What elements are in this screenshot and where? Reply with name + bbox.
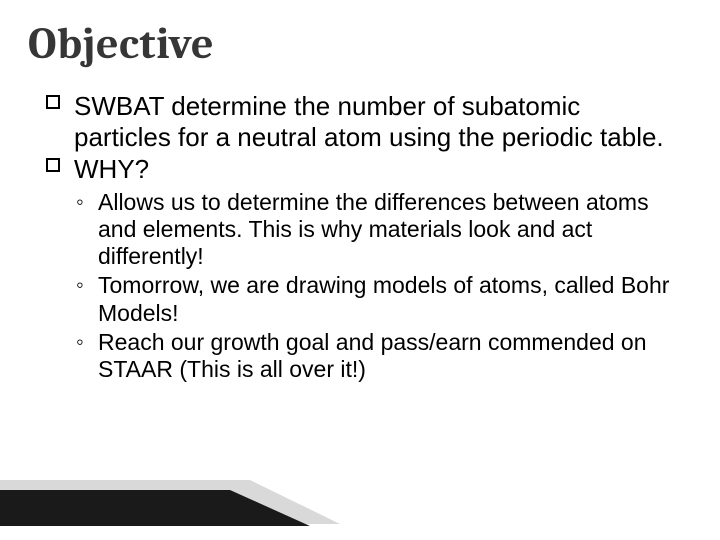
level1-text: WHY?	[74, 154, 680, 185]
square-bullet-icon	[46, 158, 60, 172]
ring-bullet-icon: ◦	[76, 329, 84, 355]
level2-item: ◦ Reach our growth goal and pass/earn co…	[76, 329, 680, 383]
ring-bullet-icon: ◦	[76, 272, 84, 298]
ring-bullet-icon: ◦	[76, 189, 84, 215]
accent-light-shape	[0, 480, 340, 524]
level1-text: SWBAT determine the number of subatomic …	[74, 91, 680, 152]
bottom-accent	[0, 480, 720, 540]
slide-title: Objective	[28, 18, 680, 69]
level2-text: Tomorrow, we are drawing models of atoms…	[98, 272, 680, 326]
level2-text: Allows us to determine the differences b…	[98, 189, 680, 270]
level2-item: ◦ Tomorrow, we are drawing models of ato…	[76, 272, 680, 326]
level1-item: SWBAT determine the number of subatomic …	[46, 91, 680, 152]
level1-item: WHY?	[46, 154, 680, 185]
level2-text: Reach our growth goal and pass/earn comm…	[98, 329, 680, 383]
level1-list: SWBAT determine the number of subatomic …	[46, 91, 680, 185]
level2-list: ◦ Allows us to determine the differences…	[76, 189, 680, 383]
slide: Objective SWBAT determine the number of …	[0, 0, 720, 540]
square-bullet-icon	[46, 95, 60, 109]
accent-dark-shape	[0, 490, 310, 526]
level2-item: ◦ Allows us to determine the differences…	[76, 189, 680, 270]
